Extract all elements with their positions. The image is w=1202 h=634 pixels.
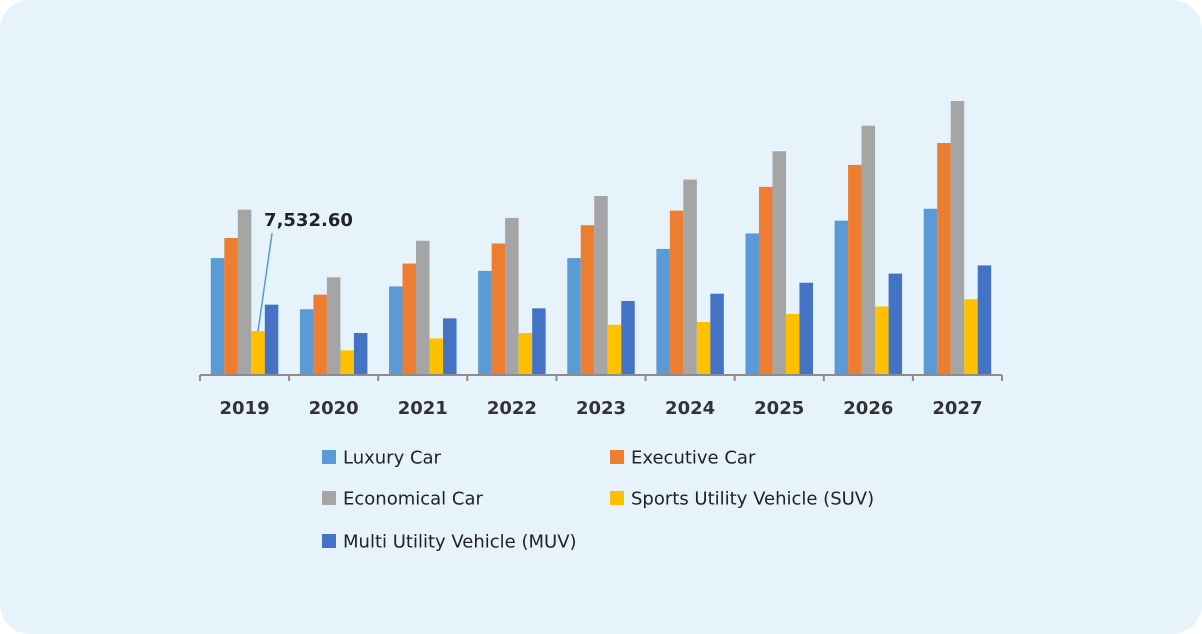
annotation-label: 7,532.60 (264, 210, 353, 231)
bar-multi-utility-vehicle-muv-2022 (532, 308, 546, 375)
bar-sports-utility-vehicle-suv-2027 (964, 299, 978, 375)
annotations-group: 7,532.60 (257, 210, 353, 332)
x-tick-label-2020: 2020 (309, 398, 359, 419)
bar-luxury-car-2025 (745, 233, 759, 375)
legend-swatch-luxury-car (322, 450, 336, 464)
bar-executive-car-2024 (669, 210, 684, 375)
bar-multi-utility-vehicle-muv-2026 (888, 273, 903, 375)
bar-multi-utility-vehicle-muv-2027 (977, 265, 992, 375)
bar-multi-utility-vehicle-muv-2019 (264, 304, 279, 375)
bar-sports-utility-vehicle-suv-2022 (518, 332, 533, 375)
bar-economical-car-2027 (950, 101, 965, 375)
bar-sports-utility-vehicle-suv-2024 (696, 322, 711, 375)
bar-luxury-car-2027 (923, 208, 938, 375)
legend-swatch-economical-car (322, 491, 336, 505)
bar-economical-car-2023 (594, 195, 608, 375)
bars-group (210, 101, 992, 375)
legend-swatch-sports-utility-vehicle-suv (610, 491, 624, 505)
bar-executive-car-2027 (937, 143, 951, 375)
bar-luxury-car-2022 (478, 270, 492, 375)
x-tick-label-2019: 2019 (220, 398, 270, 419)
bar-luxury-car-2023 (567, 258, 581, 375)
x-axis-ticks (199, 375, 1003, 381)
bar-executive-car-2019 (224, 238, 238, 375)
x-tick-label-2025: 2025 (754, 398, 804, 419)
bar-sports-utility-vehicle-suv-2019 (251, 331, 265, 375)
bar-economical-car-2019 (237, 209, 252, 375)
bar-luxury-car-2021 (389, 286, 403, 375)
bar-luxury-car-2020 (299, 309, 314, 375)
legend-swatch-multi-utility-vehicle-muv (322, 534, 336, 548)
bar-executive-car-2025 (758, 186, 773, 375)
bar-multi-utility-vehicle-muv-2025 (799, 282, 813, 375)
bar-executive-car-2023 (580, 225, 595, 375)
bar-multi-utility-vehicle-muv-2024 (710, 293, 724, 375)
bar-sports-utility-vehicle-suv-2023 (607, 324, 622, 375)
bar-multi-utility-vehicle-muv-2023 (621, 301, 635, 375)
x-tick-label-2022: 2022 (487, 398, 537, 419)
legend-swatch-executive-car (610, 450, 624, 464)
bar-executive-car-2022 (491, 243, 506, 375)
legend-label-luxury-car: Luxury Car (343, 448, 442, 469)
bar-economical-car-2026 (861, 125, 876, 375)
bar-economical-car-2021 (416, 240, 430, 375)
bar-sports-utility-vehicle-suv-2020 (340, 350, 354, 375)
bar-multi-utility-vehicle-muv-2021 (443, 318, 457, 375)
x-tick-label-2026: 2026 (843, 398, 893, 419)
x-tick-label-2024: 2024 (665, 398, 715, 419)
x-tick-label-2021: 2021 (398, 398, 448, 419)
bar-economical-car-2020 (326, 277, 341, 375)
bar-executive-car-2020 (313, 294, 327, 375)
annotation-leader-line (257, 232, 273, 332)
legend-label-multi-utility-vehicle-muv: Multi Utility Vehicle (MUV) (343, 532, 577, 553)
legend-label-sports-utility-vehicle-suv: Sports Utility Vehicle (SUV) (631, 489, 874, 510)
x-axis-labels: 2019 2020 2021 2022 2023 2024 2025 2026 2027 (220, 398, 983, 419)
x-tick-label-2027: 2027 (932, 398, 982, 419)
legend-label-economical-car: Economical Car (343, 489, 483, 510)
bar-sports-utility-vehicle-suv-2025 (785, 313, 800, 375)
bar-luxury-car-2019 (210, 258, 225, 375)
bar-economical-car-2022 (505, 217, 519, 375)
bar-multi-utility-vehicle-muv-2020 (353, 332, 368, 375)
bar-economical-car-2024 (683, 179, 697, 375)
bar-executive-car-2021 (402, 263, 417, 375)
bar-sports-utility-vehicle-suv-2026 (875, 306, 889, 375)
bar-luxury-car-2026 (834, 220, 849, 375)
legend-label-executive-car: Executive Car (631, 448, 756, 469)
legend: Luxury Car Executive Car Economical Car Spo… (322, 448, 874, 553)
bar-executive-car-2026 (848, 164, 862, 375)
x-tick-label-2023: 2023 (576, 398, 626, 419)
bar-sports-utility-vehicle-suv-2021 (429, 338, 444, 375)
bar-economical-car-2025 (772, 151, 786, 375)
bar-luxury-car-2024 (656, 248, 670, 375)
